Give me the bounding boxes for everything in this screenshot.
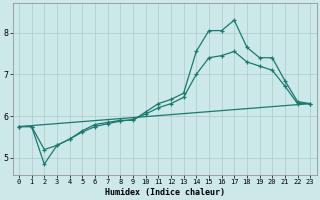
X-axis label: Humidex (Indice chaleur): Humidex (Indice chaleur) bbox=[105, 188, 225, 197]
